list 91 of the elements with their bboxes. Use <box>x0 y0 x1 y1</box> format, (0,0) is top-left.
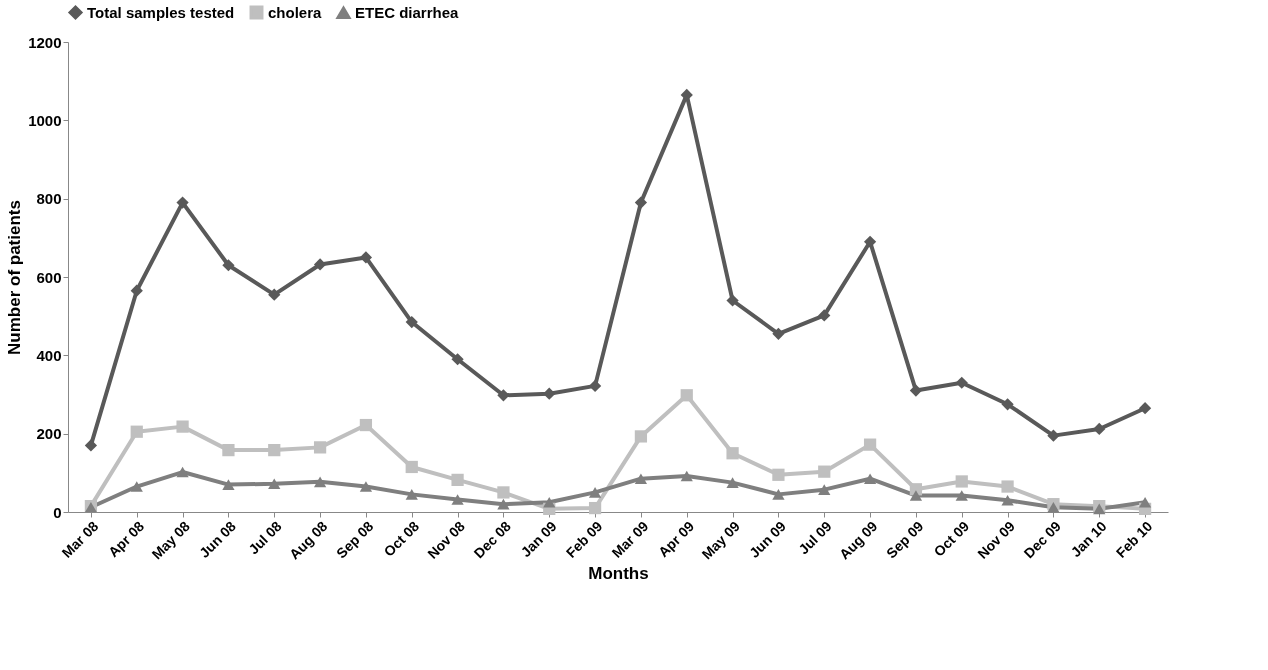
point <box>726 477 739 488</box>
point <box>451 494 464 505</box>
y-tick-label: 1200 <box>28 33 62 51</box>
x-tick-label: Jun 09 <box>746 517 789 561</box>
point <box>588 487 602 498</box>
point <box>863 438 877 451</box>
point <box>313 476 327 488</box>
point <box>726 447 739 460</box>
x-tick-label: Dec 08 <box>470 517 514 562</box>
point <box>1001 480 1014 493</box>
point <box>359 418 373 432</box>
point <box>588 379 602 393</box>
legend-label: cholera <box>268 3 323 21</box>
point <box>680 389 693 402</box>
x-tick-label: Jan 10 <box>1067 517 1110 561</box>
point <box>1047 502 1060 513</box>
x-tick-label: Jan 09 <box>517 517 560 561</box>
x-tick-label: Jul 09 <box>795 517 835 558</box>
point <box>497 486 510 499</box>
point <box>313 441 327 454</box>
x-tick-label: Sep 08 <box>333 517 377 562</box>
point <box>726 294 739 307</box>
x-tick-label: Oct 09 <box>930 517 973 560</box>
point <box>268 478 281 490</box>
x-tick-label: Jun 08 <box>196 517 239 561</box>
point <box>268 288 281 301</box>
point <box>863 235 877 248</box>
point <box>222 479 235 490</box>
point <box>1138 402 1152 415</box>
point <box>1001 494 1014 506</box>
legend-label: Total samples tested <box>87 3 235 21</box>
point <box>818 465 831 478</box>
point <box>1093 422 1106 436</box>
point <box>634 196 648 209</box>
x-tick-label: Oct 08 <box>380 517 423 560</box>
point <box>543 496 556 508</box>
point <box>130 284 143 297</box>
point <box>1047 429 1060 442</box>
y-tick-label: 600 <box>36 268 62 286</box>
x-tick-label: Sep 09 <box>883 517 927 562</box>
point <box>772 489 785 500</box>
point <box>405 315 418 329</box>
point <box>634 473 648 485</box>
point <box>176 196 189 209</box>
x-tick-label: Feb 09 <box>562 517 606 561</box>
point <box>268 443 281 457</box>
point <box>955 376 968 389</box>
y-axis-title: Number of patients <box>5 200 25 355</box>
point <box>359 481 373 492</box>
point <box>359 251 373 264</box>
point <box>222 443 235 457</box>
point <box>451 353 464 366</box>
x-tick-label: Jul 08 <box>245 517 285 558</box>
point <box>818 484 831 495</box>
y-tick-label: 400 <box>36 346 62 364</box>
y-tick-label: 800 <box>36 190 62 208</box>
x-tick-label: Nov 08 <box>424 517 469 562</box>
point <box>772 468 785 481</box>
point <box>176 466 189 478</box>
x-tick-label: Feb 10 <box>1112 517 1156 561</box>
x-axis-title: Months <box>588 564 649 584</box>
point <box>955 490 968 501</box>
legend-label: ETEC diarrhea <box>355 3 460 21</box>
point <box>451 473 464 487</box>
point <box>497 498 510 510</box>
point <box>772 327 785 340</box>
point <box>818 309 831 322</box>
x-tick-label: Mar 09 <box>608 517 652 561</box>
y-tick-label: 1000 <box>28 111 62 129</box>
point <box>405 489 418 500</box>
y-tick-label: 200 <box>36 425 62 443</box>
point <box>909 384 923 397</box>
point <box>1001 398 1014 411</box>
point <box>84 439 98 452</box>
point <box>405 460 418 474</box>
point <box>680 470 693 482</box>
point <box>130 425 143 438</box>
point <box>955 475 968 488</box>
x-tick-label: Apr 09 <box>655 517 698 561</box>
x-tick-label: Apr 08 <box>105 517 148 561</box>
x-tick-label: Dec 09 <box>1020 517 1064 562</box>
point <box>313 258 327 271</box>
point <box>909 490 923 501</box>
point <box>863 473 877 485</box>
point <box>634 430 648 443</box>
point <box>588 501 602 515</box>
point <box>130 481 143 492</box>
point <box>222 259 235 272</box>
point <box>176 420 189 433</box>
x-tick-label: Nov 09 <box>974 517 1019 562</box>
point <box>1138 496 1152 508</box>
